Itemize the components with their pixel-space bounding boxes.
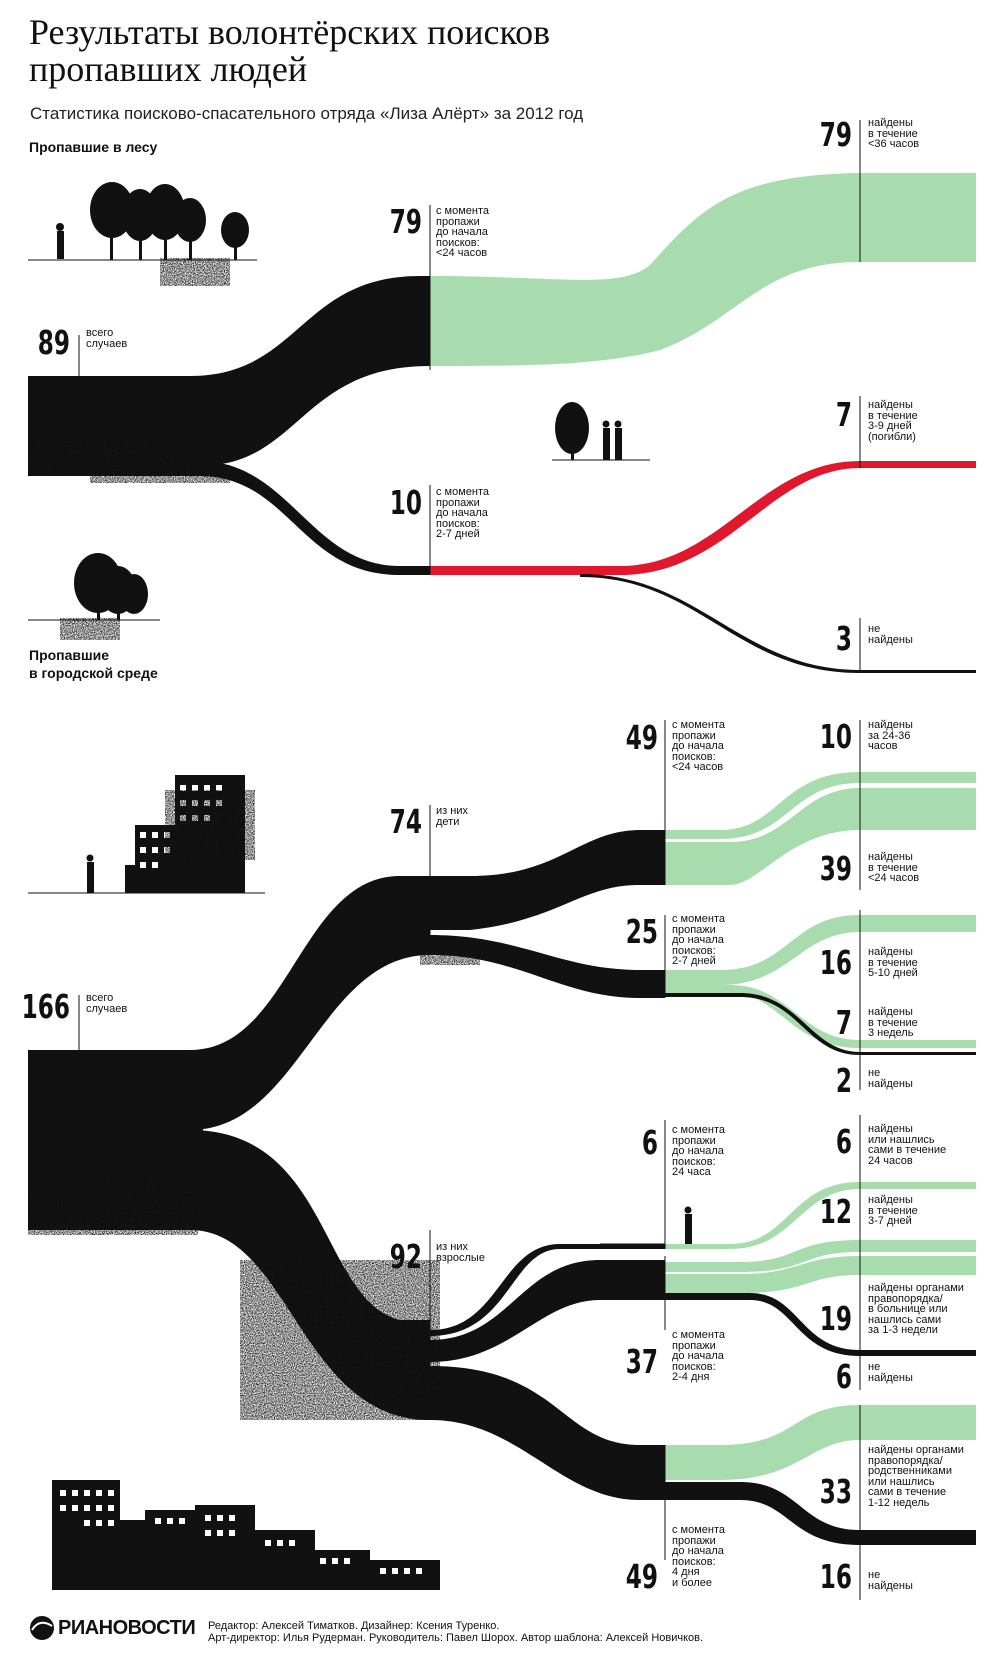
urban-a-found-3-7d-value: 12: [819, 1192, 852, 1231]
urban-a-found-3-7d-label: найдены в течение 3-7 дней: [868, 1194, 918, 1227]
urban-flow-c-2-7d: [430, 935, 665, 998]
forest-flow-found-36h: [430, 173, 976, 366]
urban-section-heading: Пропавшие в городской среде: [29, 647, 158, 681]
urban-flow-a-not-found-2: [665, 1482, 976, 1545]
forest-start-24h-label: с момента пропажи до начала поисков: <24…: [436, 205, 490, 259]
urban-a-start-2-4d-label: с момента пропажи до начала поисков: 2-4…: [672, 1329, 726, 1383]
urban-total-value: 166: [21, 987, 70, 1026]
urban-flow-a-24h: [430, 1244, 665, 1336]
forest-section-heading: Пропавшие в лесу: [29, 139, 158, 155]
urban-flow-a-found-1-3w: [665, 1256, 976, 1293]
page-subtitle: Статистика поисково-спасательного отряда…: [30, 104, 584, 123]
urban-a-start-24h-label: с момента пропажи до начала поисков: 24 …: [672, 1124, 726, 1178]
urban-c-start-24h-label: с момента пропажи до начала поисков: <24…: [672, 719, 726, 773]
forest-start-2-7d-value: 10: [389, 483, 422, 522]
urban-flow-c-found-5-10d: [665, 915, 976, 985]
urban-adults-value: 92: [389, 1237, 422, 1276]
urban-c-start-2-7d-label: с момента пропажи до начала поисков: 2-7…: [672, 913, 726, 967]
urban-c-not-found-value: 2: [835, 1061, 852, 1100]
page-title: Результаты волонтёрских поисков пропавши…: [29, 12, 551, 89]
urban-a-start-4d-plus-value: 49: [625, 1557, 658, 1596]
urban-a-found-24h-value: 6: [835, 1122, 852, 1161]
forest-found-36h-label: найдены в течение <36 часов: [868, 117, 920, 150]
forest-found-dead-value: 7: [835, 395, 852, 434]
forest-flows: [28, 173, 976, 673]
urban-c-found-3w-label: найдены в течение 3 недель: [868, 1006, 918, 1039]
urban-flows: [28, 772, 976, 1545]
credits-text: Редактор: Алексей Тиматков. Дизайнер: Кс…: [208, 1620, 704, 1644]
city-person-illustration: [600, 1206, 692, 1245]
urban-flow-a-found-24h: [665, 1182, 976, 1249]
urban-c-found-24h-value: 39: [819, 849, 852, 888]
urban-c-found-24-36h-value: 10: [819, 717, 852, 756]
forest-trees-illustration-3: [28, 553, 160, 640]
urban-c-start-2-7d-value: 25: [625, 912, 658, 951]
urban-children-value: 74: [389, 802, 422, 841]
forest-found-36h-value: 79: [819, 115, 852, 154]
city-buildings-illustration-2: [52, 1480, 440, 1590]
urban-c-found-24-36h-label: найдены за 24-36 часов: [868, 719, 913, 752]
urban-adults-label: из них взрослые: [436, 1241, 485, 1264]
forest-not-found-label: не найдены: [868, 623, 913, 646]
urban-flow-c-found-24-36h: [665, 772, 976, 839]
forest-found-dead-label: найдены в течение 3-9 дней (погибли): [868, 399, 918, 443]
forest-start-2-7d-label: с момента пропажи до начала поисков: 2-7…: [436, 486, 490, 540]
urban-a-start-24h-value: 6: [641, 1123, 658, 1162]
urban-c-not-found-label: не найдены: [868, 1067, 913, 1090]
urban-a-start-4d-plus-label: с момента пропажи до начала поисков: 4 д…: [672, 1524, 726, 1589]
forest-total-value: 89: [37, 323, 70, 362]
urban-a-not-found-1-label: не найдены: [868, 1361, 913, 1384]
forest-trees-illustration-2: [552, 402, 650, 461]
urban-flow-a-2-4d: [430, 1260, 665, 1362]
forest-total-label: всего случаев: [86, 327, 128, 350]
urban-c-found-5-10d-label: найдены в течение 5-10 дней: [868, 946, 918, 979]
urban-flow-children: [190, 876, 430, 1130]
urban-a-found-1-3w-label: найдены органами правопорядка/ в больниц…: [868, 1282, 964, 1336]
forest-flow-dead: [430, 461, 976, 575]
city-buildings-illustration-1: [28, 775, 265, 894]
urban-c-found-5-10d-value: 16: [819, 943, 852, 982]
forest-flow-not-found: [580, 574, 976, 673]
urban-flow-c-found-24h: [665, 788, 976, 885]
urban-a-start-2-4d-value: 37: [625, 1342, 658, 1381]
urban-flow-a-not-found-1: [665, 1293, 976, 1356]
urban-a-not-found-2-label: не найдены: [868, 1569, 913, 1592]
urban-a-found-1-12w-label: найдены органами правопорядка/ родственн…: [868, 1444, 964, 1509]
urban-c-start-24h-value: 49: [625, 718, 658, 757]
urban-flow-a-found-3-7d: [665, 1240, 976, 1272]
urban-a-not-found-2-value: 16: [819, 1557, 852, 1596]
urban-a-not-found-1-value: 6: [835, 1357, 852, 1396]
urban-total-label: всего случаев: [86, 992, 128, 1015]
urban-c-found-24h-label: найдены в течение <24 часов: [868, 851, 920, 884]
ria-logo-icon: [30, 1616, 54, 1640]
forest-trees-illustration-1: [28, 182, 257, 286]
urban-flow-c-24h: [430, 830, 665, 930]
forest-flow-24h: [190, 276, 430, 466]
urban-a-found-24h-label: найдены или нашлись сами в течение 24 ча…: [868, 1123, 947, 1167]
urban-flow-c-found-3w: [665, 985, 976, 1048]
forest-start-24h-value: 79: [389, 202, 422, 241]
forest-flow-2-7d: [199, 461, 430, 575]
forest-not-found-value: 3: [835, 619, 852, 658]
ria-logo-text: РИАНОВОСТИ: [58, 1617, 196, 1639]
urban-flow-a-found-1-12w: [665, 1405, 976, 1480]
urban-c-found-3w-value: 7: [835, 1003, 852, 1042]
urban-a-found-1-12w-value: 33: [819, 1472, 852, 1511]
urban-flow-a-4d-plus: [430, 1366, 665, 1500]
urban-children-label: из них дети: [436, 805, 468, 828]
urban-a-found-1-3w-value: 19: [819, 1299, 852, 1338]
